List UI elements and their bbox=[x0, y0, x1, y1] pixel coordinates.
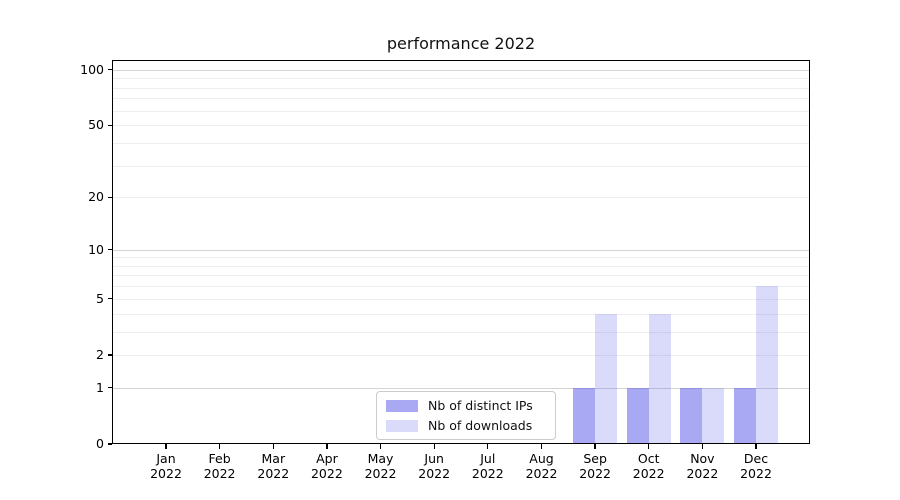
gridline-minor bbox=[112, 313, 810, 315]
x-tick-mark bbox=[218, 444, 221, 449]
x-tick-label: Jan 2022 bbox=[150, 451, 182, 481]
y-tick-label: 100 bbox=[80, 61, 104, 77]
legend-label-downloads: Nb of downloads bbox=[428, 418, 533, 433]
x-tick-mark bbox=[326, 444, 328, 449]
y-tick-mark bbox=[107, 298, 112, 300]
plot-area: 0 1 2 5 10 20 50 100 Jan 2022 Feb 2022 Mar 2022 Apr… bbox=[80, 60, 810, 481]
gridline-minor bbox=[112, 331, 810, 333]
chart-title: performance 2022 bbox=[386, 34, 536, 53]
y-tick-mark bbox=[107, 387, 112, 389]
bar-downloads bbox=[648, 313, 671, 444]
x-tick-mark bbox=[272, 444, 274, 449]
y-tick-label: 1 bbox=[96, 379, 104, 395]
x-tick-label: Sep 2022 bbox=[579, 451, 611, 481]
x-tick-label: Oct 2022 bbox=[632, 451, 665, 481]
legend: Nb of distinct IPs Nb of downloads bbox=[376, 391, 556, 440]
x-tick-label: Aug 2022 bbox=[525, 451, 558, 481]
y-tick-mark bbox=[107, 443, 112, 445]
x-tick-mark bbox=[701, 444, 704, 449]
bar-downloads bbox=[702, 387, 725, 444]
gridline-minor bbox=[112, 354, 810, 356]
gridline-minor bbox=[112, 265, 810, 267]
gridline-minor bbox=[112, 78, 810, 80]
bar-distinct-ips bbox=[626, 387, 649, 444]
gridline-minor bbox=[112, 197, 810, 199]
y-tick-label: 20 bbox=[88, 189, 104, 205]
gridline-minor bbox=[112, 165, 810, 167]
y-tick-mark bbox=[107, 354, 112, 356]
x-tick-label: Jun 2022 bbox=[418, 451, 451, 481]
x-tick-mark bbox=[379, 444, 382, 449]
gridline-minor bbox=[112, 87, 810, 89]
gridline-minor bbox=[112, 275, 810, 277]
x-tick-mark bbox=[755, 444, 757, 449]
x-tick-label: Apr 2022 bbox=[310, 451, 343, 481]
axes-frame bbox=[112, 60, 810, 444]
y-tick-mark bbox=[107, 196, 112, 198]
gridline-minor bbox=[112, 110, 810, 112]
legend-swatch-distinct-ips bbox=[386, 399, 418, 412]
gridline-minor bbox=[112, 286, 810, 288]
y-tick-mark bbox=[107, 248, 112, 251]
x-tick-mark bbox=[433, 444, 435, 449]
x-tick-label: Nov 2022 bbox=[686, 451, 719, 481]
x-tick-mark bbox=[648, 444, 650, 449]
x-tick-label: Mar 2022 bbox=[257, 451, 290, 481]
legend-swatch-downloads bbox=[386, 419, 418, 432]
y-tick-label: 0 bbox=[96, 436, 104, 451]
gridline-minor bbox=[112, 125, 810, 127]
legend-item-distinct-ips: Nb of distinct IPs bbox=[386, 398, 546, 413]
x-tick-mark bbox=[594, 444, 596, 449]
legend-item-downloads: Nb of downloads bbox=[386, 418, 546, 433]
bar-distinct-ips bbox=[573, 387, 596, 444]
bar-distinct-ips bbox=[680, 387, 703, 444]
y-tick-label: 2 bbox=[96, 346, 104, 362]
x-tick-mark bbox=[487, 444, 489, 449]
x-tick-label: Dec 2022 bbox=[740, 451, 772, 481]
y-tick-label: 50 bbox=[88, 117, 104, 133]
x-tick-mark bbox=[540, 444, 543, 449]
gridline-minor bbox=[112, 142, 810, 144]
x-tick-label: Feb 2022 bbox=[203, 451, 236, 481]
bar-downloads bbox=[756, 286, 778, 444]
gridline-major bbox=[112, 249, 810, 251]
gridline-minor bbox=[112, 257, 810, 259]
x-tick-label: May 2022 bbox=[364, 451, 397, 481]
bar-downloads bbox=[595, 313, 618, 444]
y-tick-label: 10 bbox=[88, 241, 104, 257]
gridline-minor bbox=[112, 298, 810, 300]
bar-distinct-ips bbox=[734, 387, 756, 444]
y-tick-mark bbox=[107, 124, 112, 126]
y-tick-mark bbox=[107, 69, 112, 71]
y-tick-label: 5 bbox=[96, 290, 104, 306]
x-tick-label: Jul 2022 bbox=[471, 451, 504, 481]
gridline-major bbox=[112, 69, 810, 71]
legend-label-distinct-ips: Nb of distinct IPs bbox=[428, 398, 533, 413]
x-tick-mark bbox=[165, 444, 167, 449]
gridline-major bbox=[112, 387, 810, 389]
gridline-minor bbox=[112, 98, 810, 100]
